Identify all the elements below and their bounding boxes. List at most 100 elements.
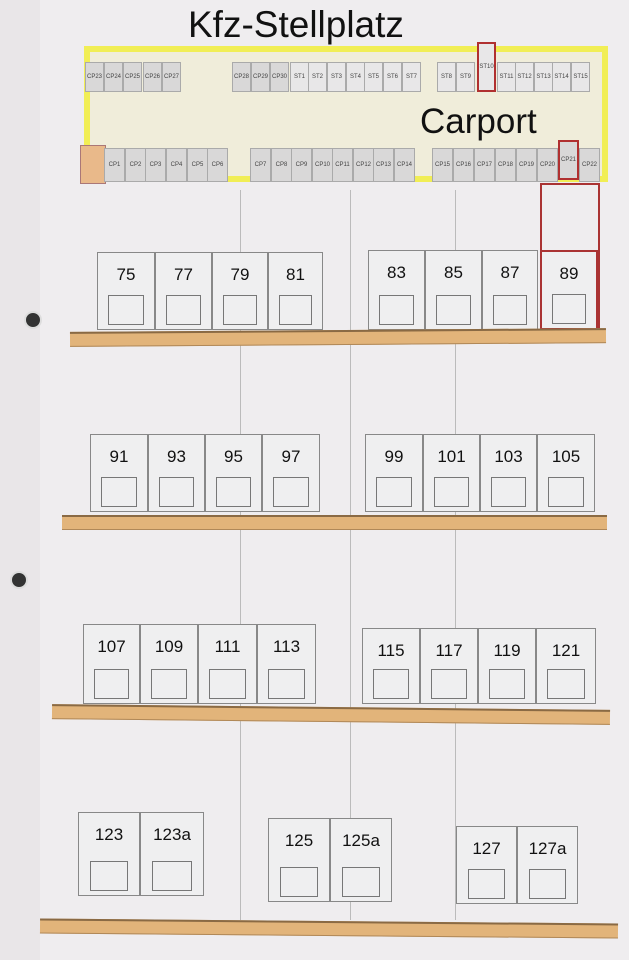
parking-space-cp24: CP24	[104, 62, 123, 92]
parking-space-cp25: CP25	[123, 62, 142, 92]
plan-divider-line	[240, 190, 241, 920]
carport-cp8: CP8	[271, 148, 292, 182]
house-107: 107	[83, 624, 140, 704]
parking-space-st12: ST12	[515, 62, 534, 92]
carport-cp12: CP12	[353, 148, 374, 182]
house-109: 109	[140, 624, 198, 704]
parking-space-st5: ST5	[364, 62, 383, 92]
house-113: 113	[257, 624, 316, 704]
house-number: 75	[116, 265, 136, 284]
house-number: 113	[272, 637, 301, 656]
house-79: 79	[212, 252, 268, 330]
carport-cp13: CP13	[373, 148, 394, 182]
parking-space-st15: ST15	[571, 62, 590, 92]
house-number: 89	[559, 264, 579, 283]
selected-plot-outline	[540, 183, 600, 330]
floor-plan	[373, 669, 409, 699]
house-number: 103	[494, 447, 523, 466]
carport-cp18: CP18	[495, 148, 516, 182]
floor-plan	[273, 477, 309, 507]
carport-cp7: CP7	[250, 148, 271, 182]
carport-cp1: CP1	[104, 148, 125, 182]
parking-space-st13: ST13	[534, 62, 553, 92]
house-number: 109	[154, 637, 184, 656]
house-111: 111	[198, 624, 257, 704]
floor-plan	[222, 295, 258, 325]
house-93: 93	[148, 434, 205, 512]
house-number: 127a	[528, 839, 567, 858]
floor-plan	[433, 477, 470, 507]
parking-space-st2: ST2	[308, 62, 327, 92]
house-87: 87	[482, 250, 538, 330]
title-kfz-stellplatz: Kfz-Stellplatz	[188, 4, 404, 45]
carport-cp15: CP15	[432, 148, 453, 182]
floor-plan	[278, 295, 313, 325]
house-123a: 123a	[140, 812, 204, 896]
punch-hole	[10, 571, 28, 589]
floor-plan	[279, 867, 319, 897]
floor-plan	[547, 669, 585, 699]
parking-space-st1: ST1	[290, 62, 309, 92]
house-123: 123	[78, 812, 140, 896]
house-91: 91	[90, 434, 148, 512]
floor-plan	[209, 669, 246, 699]
floor-plan	[152, 861, 192, 891]
house-number: 97	[281, 447, 301, 466]
footpath	[62, 515, 607, 530]
house-number: 85	[444, 263, 463, 282]
house-101: 101	[423, 434, 480, 512]
house-number: 81	[286, 265, 305, 284]
house-number: 99	[384, 447, 404, 466]
carport-cp6: CP6	[207, 148, 228, 182]
floor-plan	[151, 669, 187, 699]
house-105: 105	[537, 434, 595, 512]
house-number: 121	[551, 641, 581, 660]
house-number: 95	[224, 447, 243, 466]
carport-cp16: CP16	[453, 148, 474, 182]
punch-hole	[24, 311, 42, 329]
house-103: 103	[480, 434, 537, 512]
house-number: 115	[377, 641, 405, 660]
parking-space-cp29: CP29	[251, 62, 270, 92]
house-99: 99	[365, 434, 423, 512]
floor-plan	[376, 477, 412, 507]
parking-space-st6: ST6	[383, 62, 402, 92]
parking-space-st11: ST11	[497, 62, 516, 92]
floor-plan	[489, 669, 525, 699]
parking-space-st7: ST7	[402, 62, 421, 92]
house-number: 77	[174, 265, 193, 284]
floor-plan	[165, 295, 202, 325]
floor-plan	[108, 295, 144, 325]
house-75: 75	[97, 252, 155, 330]
floor-plan	[431, 669, 467, 699]
house-number: 91	[109, 447, 129, 466]
house-125: 125	[268, 818, 330, 902]
carport-cp19: CP19	[516, 148, 537, 182]
floor-plan	[492, 295, 528, 325]
floor-plan	[551, 294, 587, 324]
label-carport: Carport	[420, 102, 537, 141]
floor-plan	[268, 669, 305, 699]
carport-cp9: CP9	[291, 148, 312, 182]
house-number: 107	[97, 637, 126, 656]
carport-cp2: CP2	[125, 148, 146, 182]
house-115: 115	[362, 628, 420, 704]
house-number: 105	[551, 447, 581, 466]
parking-space-st3: ST3	[327, 62, 346, 92]
floor-plan	[435, 295, 472, 325]
carport-cp10: CP10	[312, 148, 333, 182]
house-127: 127	[456, 826, 517, 904]
floor-plan	[215, 477, 252, 507]
parking-space-cp23: CP23	[85, 62, 104, 92]
parking-space-st4: ST4	[346, 62, 365, 92]
parking-space-st10: ST10	[477, 42, 496, 92]
house-119: 119	[478, 628, 536, 704]
house-number: 93	[167, 447, 186, 466]
house-number: 119	[493, 641, 521, 660]
house-number: 83	[387, 263, 406, 282]
house-77: 77	[155, 252, 212, 330]
house-81: 81	[268, 252, 323, 330]
carport-cp4: CP4	[166, 148, 187, 182]
floor-plan	[378, 295, 415, 325]
house-127a: 127a	[517, 826, 578, 904]
